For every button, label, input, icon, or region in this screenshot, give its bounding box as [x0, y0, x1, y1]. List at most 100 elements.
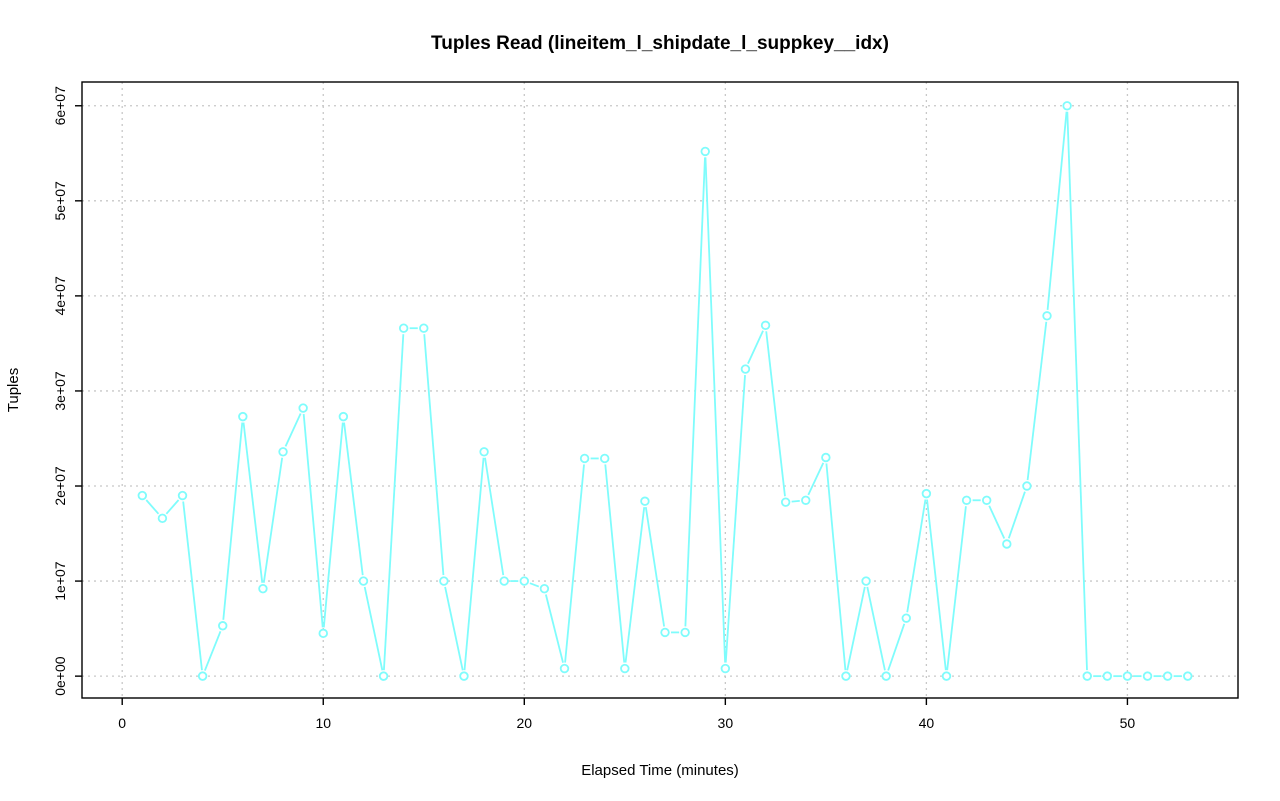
grid-lines [82, 82, 1238, 698]
data-point-marker [1002, 539, 1012, 549]
data-point-marker [398, 323, 409, 333]
series-line-segment [1046, 111, 1068, 310]
y-tick-label: 1e+07 [52, 561, 68, 601]
data-point-marker [1062, 101, 1072, 111]
series-line-segment [343, 422, 364, 576]
x-tick-label: 0 [118, 715, 126, 731]
data-point-marker [318, 628, 328, 639]
series-line-segment [444, 586, 464, 671]
series-line-segment [302, 413, 324, 628]
series-line-segment [988, 505, 1006, 539]
data-point-marker [801, 495, 811, 505]
data-point-marker [1122, 671, 1133, 681]
series-line-segment [724, 375, 746, 663]
data-point-marker [1082, 671, 1092, 681]
data-point-marker [901, 613, 911, 623]
x-tick-label: 30 [718, 715, 734, 731]
series-line-segment [644, 507, 666, 627]
series-line-segment [747, 330, 764, 365]
plot-frame [81, 81, 1239, 699]
data-point-marker [338, 411, 349, 422]
series-line-segment [684, 157, 706, 627]
x-tick-label: 10 [315, 715, 331, 731]
data-point-marker [1162, 671, 1173, 681]
series-line-segment [791, 499, 800, 503]
series-line-segment [946, 506, 967, 671]
series-line-segment [807, 462, 825, 496]
data-point-marker [861, 576, 871, 586]
series-line-segment [846, 586, 866, 671]
x-axis-label: Elapsed Time (minutes) [581, 762, 739, 779]
series-line-segment [182, 501, 203, 671]
series-line-segment [363, 586, 384, 671]
series-line-segment [624, 507, 646, 663]
data-point-marker [1042, 311, 1052, 321]
data-point-marker [439, 576, 449, 586]
series-line-segment [222, 422, 244, 620]
chart-title: Tuples Read (lineitem_l_shipdate_l_suppk… [431, 33, 889, 54]
series-line-segment [604, 464, 626, 663]
y-tick-label: 4e+07 [52, 276, 68, 316]
series-line-segment [1066, 111, 1088, 671]
series-line-segment [165, 499, 180, 515]
series-line-segment [564, 464, 585, 663]
series-line-segment [887, 623, 906, 671]
y-tick-label: 5e+07 [52, 181, 68, 221]
series-line-segment [704, 157, 727, 663]
series-line-segment [1007, 491, 1026, 539]
series-line-segment [383, 334, 405, 671]
data-point-marker [459, 671, 469, 681]
y-axis-label: Tuples [5, 368, 22, 412]
data-point-marker [218, 621, 228, 631]
data-point-marker [921, 488, 932, 499]
data-point-marker [378, 671, 389, 681]
data-point-marker [981, 495, 992, 505]
series-line-segment [544, 594, 564, 663]
series-line-segment [204, 630, 222, 671]
data-point-marker [700, 146, 710, 157]
x-tick-label: 50 [1120, 715, 1136, 731]
data-point-marker [238, 411, 248, 422]
data-point-marker [600, 453, 610, 464]
data-point-marker [579, 453, 590, 464]
data-point-marker [841, 671, 851, 681]
series-line-segment [262, 457, 284, 583]
data-point-marker [881, 671, 891, 681]
series-line-segment [866, 586, 886, 671]
data-point-marker [137, 490, 148, 501]
y-tick-label: 6e+07 [52, 86, 68, 126]
data-point-marker [539, 583, 550, 594]
data-point-marker [358, 576, 369, 586]
data-point-marker [559, 663, 570, 674]
data-point-marker [197, 671, 208, 681]
data-point-marker [157, 513, 168, 524]
series-line-segment [145, 499, 160, 515]
series-line-segment [529, 582, 540, 588]
data-point-marker [961, 495, 972, 505]
data-point-marker [640, 496, 650, 506]
series-line-segment [322, 422, 344, 628]
x-tick-label: 40 [919, 715, 935, 731]
data-series [145, 111, 1182, 678]
data-point-marker [258, 583, 268, 594]
data-point-marker [499, 576, 509, 586]
data-point-marker [760, 320, 771, 331]
data-points [137, 101, 1193, 681]
data-point-marker [740, 364, 751, 374]
series-line-segment [423, 334, 445, 576]
axes: 0 10 20 30 40 50 0e+00 1e+07 2e+07 3e+07 4e+07 5e+0… [52, 86, 1135, 731]
data-point-marker [298, 403, 308, 413]
data-point-marker [680, 627, 690, 638]
series-line-segment [765, 331, 786, 497]
y-tick-label: 0e+00 [52, 656, 68, 696]
series-line-segment [463, 457, 485, 671]
data-point-marker [941, 671, 952, 681]
data-point-marker [780, 497, 791, 507]
data-point-marker [519, 576, 529, 586]
series-line-segment [926, 499, 947, 671]
data-point-marker [1183, 671, 1193, 681]
data-point-marker [278, 447, 288, 457]
series-line-segment [242, 422, 264, 583]
